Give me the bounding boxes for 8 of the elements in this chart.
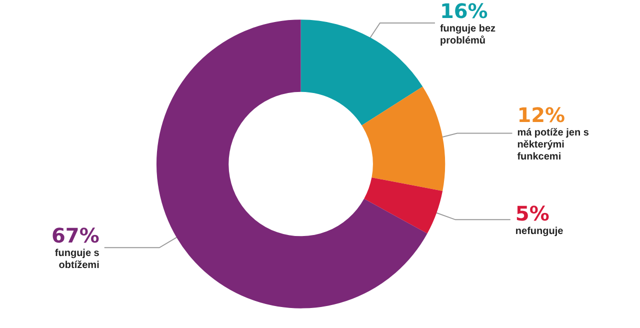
slice-label: nefunguje bbox=[515, 226, 564, 238]
data-label: 16% bbox=[440, 0, 488, 23]
slice-label: funguje bez problémů bbox=[440, 24, 496, 46]
data-label: 12% bbox=[517, 103, 566, 128]
slice-label: funguje s obtížemi bbox=[54, 248, 100, 272]
data-label: 5% bbox=[515, 202, 550, 226]
slice-label: má potíže jen s některými funkcemi bbox=[517, 128, 590, 163]
data-label: 67% bbox=[51, 224, 100, 248]
